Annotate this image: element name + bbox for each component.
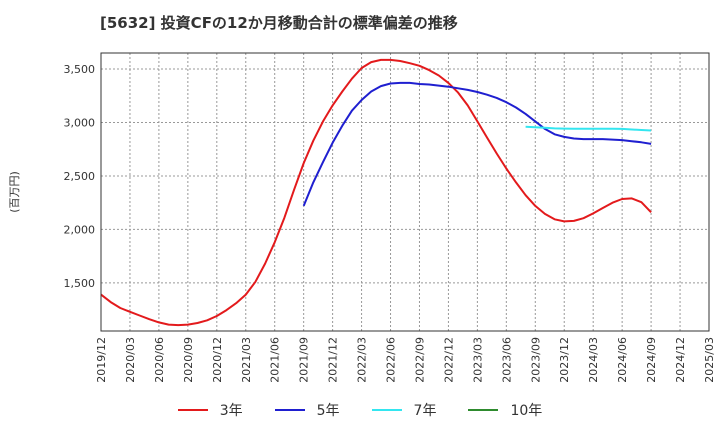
x-tick-label: 2022/09	[413, 337, 426, 383]
x-tick-label: 2020/03	[124, 337, 137, 383]
x-tick-label: 2025/03	[703, 337, 716, 383]
legend-item: 5年	[274, 400, 340, 420]
legend-label: 3年	[219, 403, 243, 419]
y-tick-label: 3,500	[64, 63, 96, 76]
legend-swatch	[177, 409, 208, 411]
y-tick-label: 2,500	[64, 170, 96, 183]
y-tick-label: 3,000	[64, 117, 96, 130]
y-axis-label: (百万円)	[8, 171, 21, 213]
x-tick-label: 2023/03	[471, 337, 484, 383]
series-lines	[100, 58, 652, 327]
x-tick-label: 2019/12	[95, 337, 108, 383]
legend-label: 5年	[316, 403, 340, 419]
x-tick-label: 2020/06	[153, 337, 166, 383]
x-tick-label: 2021/09	[298, 337, 311, 383]
y-tick-labels: 1,500 2,000 2,500 3,000 3,500	[64, 63, 96, 290]
x-tick-label: 2023/12	[558, 337, 571, 383]
series-line-3年	[100, 58, 652, 327]
x-tick-label: 2021/06	[269, 337, 282, 383]
x-tick-label: 2020/09	[182, 337, 195, 383]
legend: 3年 5年 7年 10年	[0, 400, 720, 420]
x-tick-label: 2022/12	[442, 337, 455, 383]
plot-frame	[100, 52, 710, 332]
legend-swatch	[371, 409, 402, 411]
x-tick-label: 2021/12	[327, 337, 340, 383]
x-tick-label: 2023/09	[529, 337, 542, 383]
legend-label: 10年	[510, 403, 543, 419]
grid-lines	[101, 53, 709, 331]
legend-swatch	[468, 409, 499, 411]
legend-item: 10年	[468, 400, 542, 420]
x-tick-labels: 2019/12 2020/03 2020/06 2020/09 2020/12 2021/…	[95, 337, 716, 383]
y-tick-label: 2,000	[64, 223, 96, 236]
x-tick-label: 2024/06	[616, 337, 629, 383]
chart-title: [5632] 投資CFの12か月移動合計の標準偏差の推移	[100, 14, 458, 32]
x-tick-label: 2020/12	[211, 337, 224, 383]
legend-item: 7年	[371, 400, 437, 420]
legend-label: 7年	[413, 403, 437, 419]
x-tick-label: 2023/06	[500, 337, 513, 383]
x-tick-label: 2022/03	[356, 337, 369, 383]
x-tick-label: 2024/03	[587, 337, 600, 383]
x-tick-label: 2024/12	[674, 337, 687, 383]
x-tick-label: 2024/09	[645, 337, 658, 383]
y-tick-label: 1,500	[64, 277, 96, 290]
x-tick-label: 2021/03	[240, 337, 253, 383]
legend-swatch	[274, 409, 305, 411]
series-line-5年	[302, 81, 652, 207]
legend-item: 3年	[177, 400, 243, 420]
series-line-7年	[525, 125, 652, 132]
x-tick-label: 2022/06	[385, 337, 398, 383]
